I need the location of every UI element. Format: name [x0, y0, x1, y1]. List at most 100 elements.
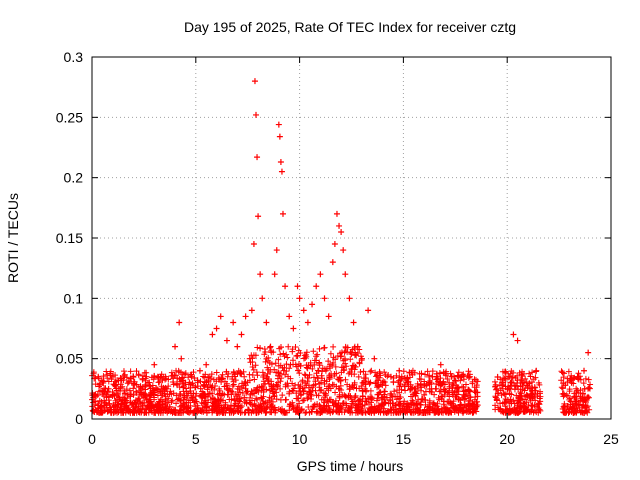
data-point	[106, 406, 113, 413]
data-point	[515, 398, 522, 405]
data-point	[573, 389, 580, 396]
data-point	[318, 372, 325, 379]
data-point	[99, 379, 106, 386]
data-point	[201, 379, 208, 386]
data-point	[287, 361, 294, 368]
data-point	[145, 409, 152, 416]
data-point	[213, 369, 220, 376]
data-point	[536, 395, 543, 402]
data-point	[332, 363, 339, 370]
data-point	[115, 385, 122, 392]
data-point	[127, 368, 134, 375]
data-point	[89, 407, 96, 414]
data-point	[263, 319, 270, 326]
data-point	[127, 393, 134, 400]
data-point	[335, 402, 342, 409]
data-point	[244, 406, 251, 413]
data-point	[417, 401, 424, 408]
data-point	[281, 408, 288, 415]
data-point	[474, 402, 481, 409]
data-point	[437, 387, 444, 394]
data-point	[416, 375, 423, 382]
data-point	[465, 405, 472, 412]
data-point	[177, 378, 184, 385]
data-point	[457, 377, 464, 384]
data-point	[492, 386, 499, 393]
data-point	[523, 392, 530, 399]
data-point	[159, 377, 166, 384]
data-point	[150, 403, 157, 410]
data-point	[433, 380, 440, 387]
data-point	[282, 283, 289, 290]
data-point	[331, 373, 338, 380]
data-point	[558, 384, 565, 391]
data-point	[139, 375, 146, 382]
data-point	[235, 391, 242, 398]
data-point	[203, 361, 210, 368]
data-point	[252, 352, 259, 359]
data-point	[473, 408, 480, 415]
data-point	[275, 362, 282, 369]
data-point	[124, 380, 131, 387]
data-point	[193, 390, 200, 397]
data-point	[232, 377, 239, 384]
data-point	[499, 400, 506, 407]
data-point	[435, 394, 442, 401]
data-point	[246, 355, 253, 362]
data-point	[380, 393, 387, 400]
data-point	[345, 394, 352, 401]
data-point	[282, 371, 289, 378]
data-point	[316, 345, 323, 352]
data-point	[330, 343, 337, 350]
data-point	[293, 395, 300, 402]
data-point	[341, 409, 348, 416]
data-point	[412, 385, 419, 392]
data-point	[249, 407, 256, 414]
data-point	[205, 377, 212, 384]
data-point	[213, 409, 220, 416]
data-point	[292, 343, 299, 350]
data-point	[113, 381, 120, 388]
data-point	[382, 382, 389, 389]
data-point	[342, 357, 349, 364]
data-point	[182, 379, 189, 386]
data-point	[163, 385, 170, 392]
data-point	[397, 393, 404, 400]
data-point	[250, 366, 257, 373]
data-point	[568, 379, 575, 386]
data-point	[255, 402, 262, 409]
data-point	[104, 375, 111, 382]
data-point	[437, 361, 444, 368]
data-point	[190, 382, 197, 389]
data-point	[560, 409, 567, 416]
data-point	[128, 402, 135, 409]
data-point	[471, 384, 478, 391]
data-point	[559, 369, 566, 376]
data-point	[306, 409, 313, 416]
data-point	[358, 355, 365, 362]
data-point	[169, 397, 176, 404]
data-point	[285, 343, 292, 350]
data-point	[564, 403, 571, 410]
data-point	[373, 373, 380, 380]
data-point	[574, 373, 581, 380]
data-point	[213, 325, 220, 332]
data-point	[209, 402, 216, 409]
data-point	[176, 384, 183, 391]
data-point	[498, 392, 505, 399]
data-point	[173, 392, 180, 399]
data-point	[301, 384, 308, 391]
data-point	[275, 121, 282, 128]
data-point	[419, 409, 426, 416]
data-point	[360, 379, 367, 386]
data-point	[338, 369, 345, 376]
data-point	[305, 362, 312, 369]
data-point	[352, 404, 359, 411]
data-point	[135, 372, 142, 379]
data-point	[560, 390, 567, 397]
data-point	[580, 380, 587, 387]
data-point	[258, 394, 265, 401]
data-point	[259, 398, 266, 405]
data-point	[286, 390, 293, 397]
data-point	[264, 364, 271, 371]
